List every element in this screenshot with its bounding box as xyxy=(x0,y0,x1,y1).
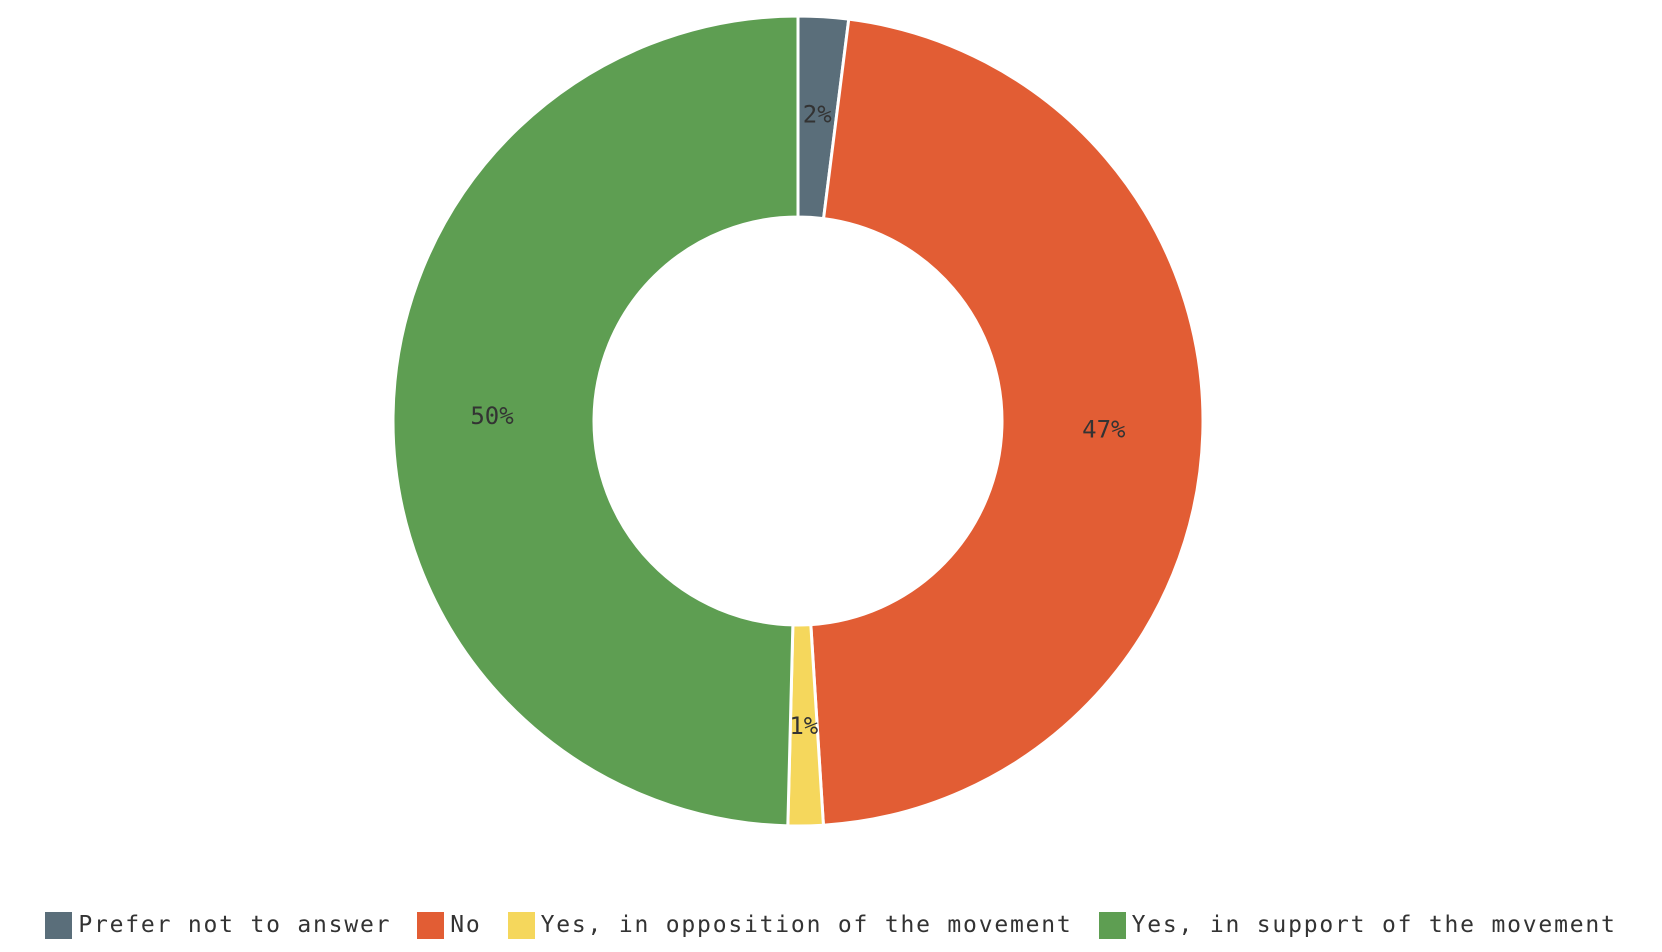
legend-label-yes-support: Yes, in support of the movement xyxy=(1131,912,1617,938)
legend-item-yes-opposition[interactable]: Yes, in opposition of the movement xyxy=(507,911,1073,939)
legend-swatch-no xyxy=(417,911,445,939)
legend-label-yes-opposition: Yes, in opposition of the movement xyxy=(540,912,1073,938)
labels-layer: 2% 47% 1% 50% xyxy=(470,101,1126,740)
chart-legend: Prefer not to answer No Yes, in oppositi… xyxy=(0,907,1662,943)
legend-item-no[interactable]: No xyxy=(417,911,482,939)
slices-layer xyxy=(391,14,1205,828)
legend-label-prefer-not-to-answer: Prefer not to answer xyxy=(78,912,392,938)
slice-label-prefer-not-to-answer: 2% xyxy=(803,101,832,129)
legend-item-yes-support[interactable]: Yes, in support of the movement xyxy=(1098,911,1617,939)
legend-swatch-yes-opposition xyxy=(507,911,535,939)
slice-label-yes-in-opposition-of-the-movement: 1% xyxy=(789,712,818,740)
legend-label-no: No xyxy=(450,912,482,938)
legend-swatch-prefer-not-to-answer xyxy=(45,911,73,939)
legend-swatch-yes-support xyxy=(1098,911,1126,939)
slice-no[interactable] xyxy=(809,17,1205,827)
slice-label-yes-in-support-of-the-movement: 50% xyxy=(470,402,514,430)
slice-yes-in-support-of-the-movement[interactable] xyxy=(391,14,800,828)
slice-label-no: 47% xyxy=(1082,416,1126,444)
legend-item-prefer-not-to-answer[interactable]: Prefer not to answer xyxy=(45,911,392,939)
